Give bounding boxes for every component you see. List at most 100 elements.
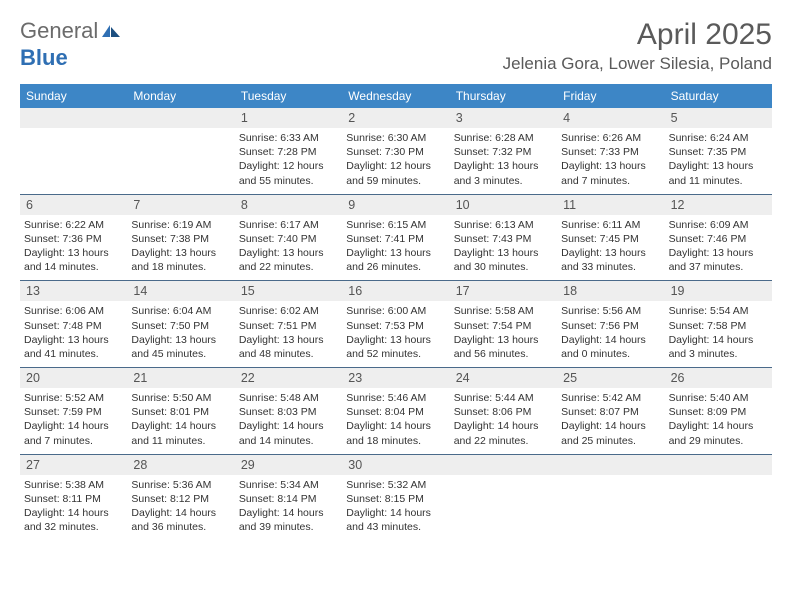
daylight-text: Daylight: 14 hours and 18 minutes. (346, 419, 445, 447)
day-number-row: . (665, 455, 772, 475)
day-number: 16 (342, 281, 449, 301)
day-number-row: 28 (127, 455, 234, 475)
day-number-row: . (450, 455, 557, 475)
day-info: Sunrise: 5:48 AMSunset: 8:03 PMDaylight:… (239, 391, 338, 448)
day-info: Sunrise: 6:30 AMSunset: 7:30 PMDaylight:… (346, 131, 445, 188)
sunrise-text: Sunrise: 5:54 AM (669, 304, 768, 318)
day-number: 24 (450, 368, 557, 388)
sunrise-text: Sunrise: 5:50 AM (131, 391, 230, 405)
day-cell: 8Sunrise: 6:17 AMSunset: 7:40 PMDaylight… (235, 195, 342, 281)
sunrise-text: Sunrise: 5:38 AM (24, 478, 123, 492)
week-row: 27Sunrise: 5:38 AMSunset: 8:11 PMDayligh… (20, 454, 772, 541)
sunrise-text: Sunrise: 6:26 AM (561, 131, 660, 145)
day-info: Sunrise: 5:56 AMSunset: 7:56 PMDaylight:… (561, 304, 660, 361)
daylight-text: Daylight: 13 hours and 30 minutes. (454, 246, 553, 274)
day-info: Sunrise: 6:28 AMSunset: 7:32 PMDaylight:… (454, 131, 553, 188)
day-cell: 19Sunrise: 5:54 AMSunset: 7:58 PMDayligh… (665, 281, 772, 367)
day-info: Sunrise: 5:32 AMSunset: 8:15 PMDaylight:… (346, 478, 445, 535)
daylight-text: Daylight: 13 hours and 11 minutes. (669, 159, 768, 187)
day-cell: 28 Sunrise: 5:36 AMSunset: 8:12 PMDayligh… (127, 455, 234, 541)
daylight-text: Daylight: 13 hours and 7 minutes. (561, 159, 660, 187)
logo-sail-icon (100, 19, 122, 45)
day-info: Sunrise: 6:02 AMSunset: 7:51 PMDaylight:… (239, 304, 338, 361)
sunset-text: Sunset: 7:36 PM (24, 232, 123, 246)
day-cell: 2 Sunrise: 6:30 AMSunset: 7:30 PMDaylight… (342, 108, 449, 194)
day-number: 23 (342, 368, 449, 388)
day-number-row: 17 (450, 281, 557, 301)
day-number-row: 4 (557, 108, 664, 128)
day-number: 3 (450, 108, 557, 128)
day-number: 19 (665, 281, 772, 301)
day-info: Sunrise: 5:34 AMSunset: 8:14 PMDaylight:… (239, 478, 338, 535)
day-cell: 25Sunrise: 5:42 AMSunset: 8:07 PMDayligh… (557, 368, 664, 454)
sunset-text: Sunset: 8:14 PM (239, 492, 338, 506)
weekday-label: Saturday (665, 84, 772, 108)
sunrise-text: Sunrise: 5:36 AM (131, 478, 230, 492)
sunrise-text: Sunrise: 6:00 AM (346, 304, 445, 318)
daylight-text: Daylight: 14 hours and 29 minutes. (669, 419, 768, 447)
day-number: 30 (342, 455, 449, 475)
sunrise-text: Sunrise: 6:02 AM (239, 304, 338, 318)
day-info: Sunrise: 6:26 AMSunset: 7:33 PMDaylight:… (561, 131, 660, 188)
daylight-text: Daylight: 14 hours and 25 minutes. (561, 419, 660, 447)
day-number-row: 2 (342, 108, 449, 128)
sunrise-text: Sunrise: 6:22 AM (24, 218, 123, 232)
sunset-text: Sunset: 7:54 PM (454, 319, 553, 333)
day-info: Sunrise: 6:00 AMSunset: 7:53 PMDaylight:… (346, 304, 445, 361)
day-number-row: 5 (665, 108, 772, 128)
day-number: 15 (235, 281, 342, 301)
daylight-text: Daylight: 14 hours and 36 minutes. (131, 506, 230, 534)
day-number: 12 (665, 195, 772, 215)
daylight-text: Daylight: 14 hours and 32 minutes. (24, 506, 123, 534)
day-info: Sunrise: 6:22 AMSunset: 7:36 PMDaylight:… (24, 218, 123, 275)
sunset-text: Sunset: 7:33 PM (561, 145, 660, 159)
day-number-row: 12 (665, 195, 772, 215)
daylight-text: Daylight: 14 hours and 39 minutes. (239, 506, 338, 534)
sunrise-text: Sunrise: 6:11 AM (561, 218, 660, 232)
day-info: Sunrise: 5:52 AMSunset: 7:59 PMDaylight:… (24, 391, 123, 448)
day-cell: 15 Sunrise: 6:02 AMSunset: 7:51 PMDayligh… (235, 281, 342, 367)
sunset-text: Sunset: 7:30 PM (346, 145, 445, 159)
location: Jelenia Gora, Lower Silesia, Poland (503, 54, 772, 74)
sunrise-text: Sunrise: 5:58 AM (454, 304, 553, 318)
logo-text-general: General (20, 18, 98, 43)
sunrise-text: Sunrise: 5:48 AM (239, 391, 338, 405)
day-number: 9 (342, 195, 449, 215)
sunset-text: Sunset: 8:12 PM (131, 492, 230, 506)
weekday-label: Tuesday (235, 84, 342, 108)
sunset-text: Sunset: 7:46 PM (669, 232, 768, 246)
logo-text-blue: Blue (20, 45, 68, 70)
daylight-text: Daylight: 14 hours and 14 minutes. (239, 419, 338, 447)
daylight-text: Daylight: 13 hours and 56 minutes. (454, 333, 553, 361)
calendar: Sunday Monday Tuesday Wednesday Thursday… (20, 84, 772, 540)
day-cell: . (20, 108, 127, 194)
day-number: 13 (20, 281, 127, 301)
day-number-row: 9 (342, 195, 449, 215)
daylight-text: Daylight: 13 hours and 37 minutes. (669, 246, 768, 274)
title-block: April 2025 Jelenia Gora, Lower Silesia, … (503, 18, 772, 74)
day-number-row: 15 (235, 281, 342, 301)
day-number: 27 (20, 455, 127, 475)
day-number: 25 (557, 368, 664, 388)
day-cell: . (665, 455, 772, 541)
day-info: Sunrise: 6:15 AMSunset: 7:41 PMDaylight:… (346, 218, 445, 275)
daylight-text: Daylight: 14 hours and 43 minutes. (346, 506, 445, 534)
day-number-row: 21 (127, 368, 234, 388)
sunset-text: Sunset: 7:45 PM (561, 232, 660, 246)
day-cell: 17 Sunrise: 5:58 AMSunset: 7:54 PMDayligh… (450, 281, 557, 367)
day-cell: 1Sunrise: 6:33 AMSunset: 7:28 PMDaylight… (235, 108, 342, 194)
day-number-row: 11 (557, 195, 664, 215)
weekday-header: Sunday Monday Tuesday Wednesday Thursday… (20, 84, 772, 108)
day-number-row: 26 (665, 368, 772, 388)
day-number: 1 (235, 108, 342, 128)
sunset-text: Sunset: 8:15 PM (346, 492, 445, 506)
daylight-text: Daylight: 14 hours and 7 minutes. (24, 419, 123, 447)
day-cell: 11Sunrise: 6:11 AMSunset: 7:45 PMDayligh… (557, 195, 664, 281)
day-cell: 23Sunrise: 5:46 AMSunset: 8:04 PMDayligh… (342, 368, 449, 454)
day-number-row: 29 (235, 455, 342, 475)
sunset-text: Sunset: 7:35 PM (669, 145, 768, 159)
day-number-row: 24 (450, 368, 557, 388)
day-number: 17 (450, 281, 557, 301)
sunrise-text: Sunrise: 5:52 AM (24, 391, 123, 405)
sunset-text: Sunset: 7:43 PM (454, 232, 553, 246)
